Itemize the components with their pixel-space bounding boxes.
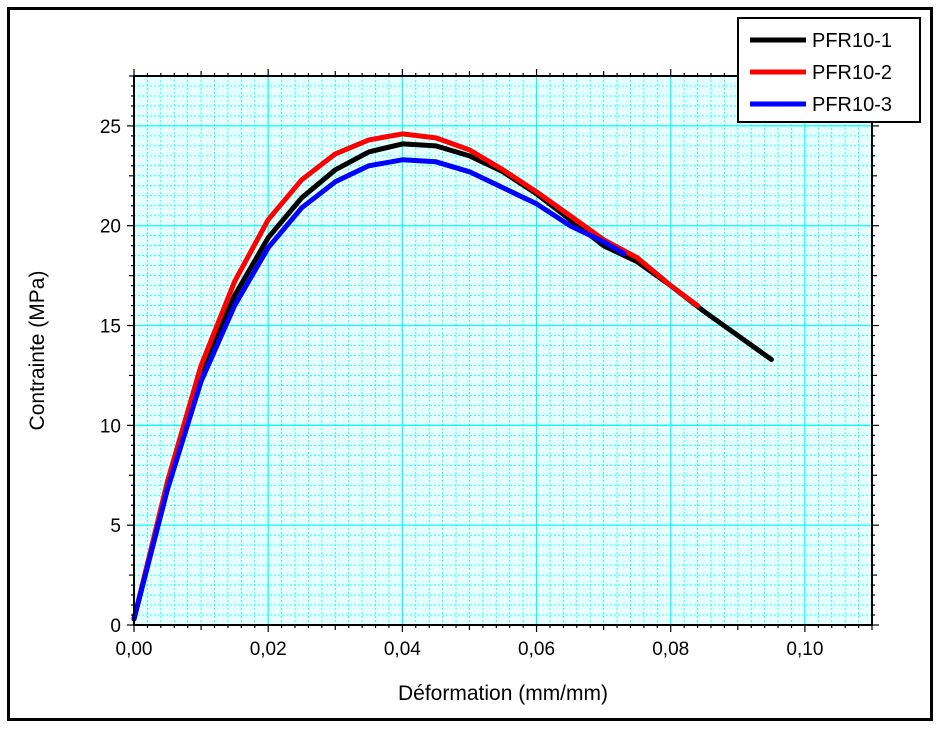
- y-axis-title: Contrainte (MPa): [26, 271, 49, 431]
- chart-frame: 0,00 0,02 0,04 0,06 0,08 0,10 0 5 10 15 20 25 Défor…: [7, 7, 933, 721]
- x-tick-label: 0,00: [116, 639, 153, 660]
- chart-svg: 0,00 0,02 0,04 0,06 0,08 0,10 0 5 10 15 20 25 Défor…: [26, 17, 921, 705]
- tick-labels: 0,00 0,02 0,04 0,06 0,08 0,10 0 5 10 15 20 25: [100, 117, 824, 660]
- y-tick-label: 10: [100, 416, 121, 437]
- axis-ticks: [127, 69, 879, 632]
- series-line-PFR10-3: [131, 157, 627, 622]
- y-tick-label: 25: [100, 117, 121, 138]
- series-group: [131, 131, 774, 622]
- x-tick-label: 0,08: [652, 639, 689, 660]
- y-tick-label: 15: [100, 317, 121, 338]
- major-grid: [134, 76, 872, 625]
- minor-grid: [134, 76, 872, 625]
- legend: PFR10-1 PFR10-2 PFR10-3: [737, 17, 921, 123]
- y-tick-label: 20: [100, 217, 121, 238]
- x-tick-label: 0,04: [384, 639, 421, 660]
- legend-label-PFR10-3: PFR10-3: [812, 94, 892, 116]
- y-tick-label: 0: [110, 616, 121, 637]
- x-tick-label: 0,02: [250, 639, 287, 660]
- x-tick-label: 0,06: [518, 639, 555, 660]
- x-tick-label: 0,10: [786, 639, 823, 660]
- plot-border: [133, 75, 873, 626]
- y-tick-label: 5: [110, 516, 121, 537]
- legend-label-PFR10-2: PFR10-2: [812, 62, 892, 84]
- legend-label-PFR10-1: PFR10-1: [812, 30, 892, 52]
- x-axis-title: Déformation (mm/mm): [398, 682, 608, 705]
